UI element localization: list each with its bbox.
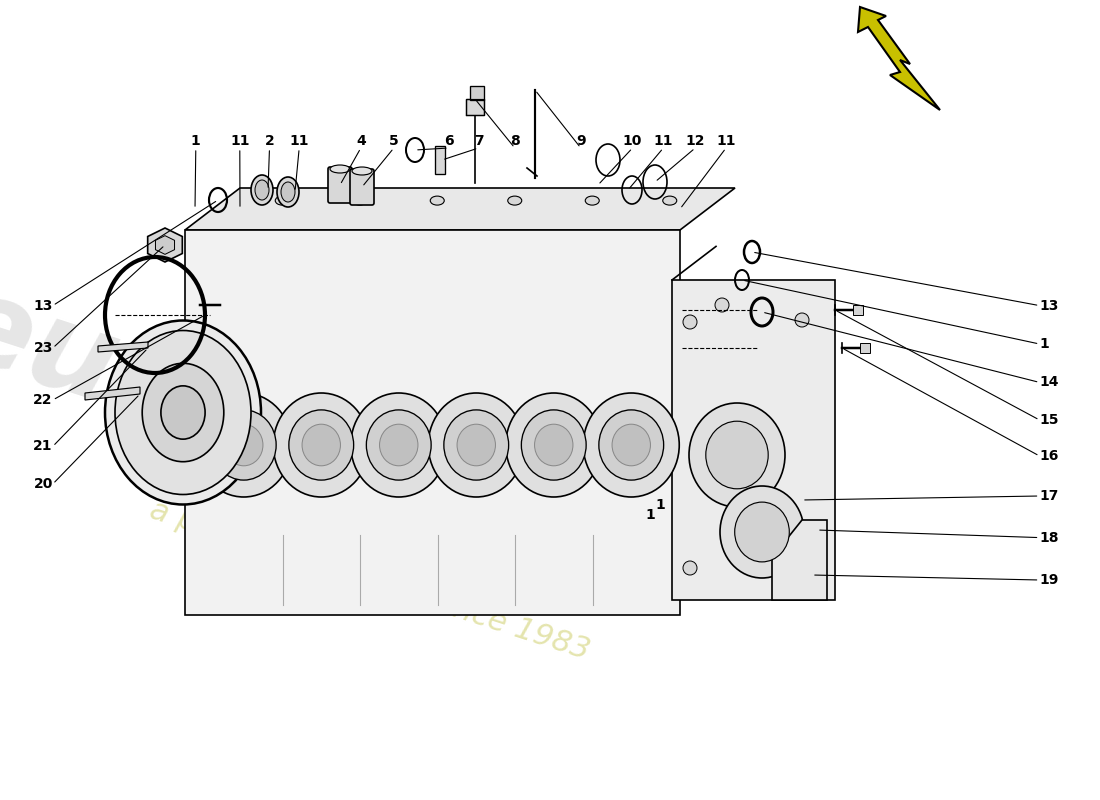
Ellipse shape [104, 321, 261, 505]
Text: 13: 13 [1040, 298, 1059, 313]
Ellipse shape [224, 424, 263, 466]
Polygon shape [858, 7, 940, 110]
Text: 6: 6 [444, 134, 453, 148]
Text: 22: 22 [33, 393, 53, 407]
Bar [852, 305, 864, 315]
Ellipse shape [428, 393, 525, 497]
Ellipse shape [116, 330, 251, 494]
Ellipse shape [161, 386, 205, 439]
Ellipse shape [251, 175, 273, 205]
Ellipse shape [255, 180, 270, 200]
Ellipse shape [583, 393, 680, 497]
Ellipse shape [330, 165, 350, 173]
Text: 21: 21 [33, 439, 53, 454]
Ellipse shape [196, 393, 292, 497]
Text: 1: 1 [656, 498, 664, 512]
Ellipse shape [598, 410, 663, 480]
FancyBboxPatch shape [350, 169, 374, 205]
Polygon shape [85, 387, 140, 400]
Text: 10: 10 [623, 134, 642, 148]
Ellipse shape [458, 424, 495, 466]
Ellipse shape [379, 424, 418, 466]
Text: 12: 12 [685, 134, 705, 148]
Ellipse shape [689, 403, 785, 507]
Circle shape [683, 315, 697, 329]
Text: 11: 11 [289, 134, 309, 148]
Text: a passion for parts since 1983: a passion for parts since 1983 [146, 495, 594, 665]
Ellipse shape [662, 196, 676, 205]
Text: 8: 8 [510, 134, 519, 148]
Text: 14: 14 [1040, 375, 1059, 390]
Ellipse shape [275, 196, 289, 205]
Ellipse shape [351, 393, 447, 497]
Text: 4: 4 [356, 134, 365, 148]
Ellipse shape [521, 410, 586, 480]
Text: eurospares: eurospares [0, 265, 705, 615]
Ellipse shape [720, 486, 804, 578]
Ellipse shape [585, 196, 600, 205]
Text: 17: 17 [1040, 489, 1059, 503]
Text: 11: 11 [230, 134, 250, 148]
Bar [470, 86, 484, 100]
Text: 16: 16 [1040, 449, 1059, 463]
Ellipse shape [535, 424, 573, 466]
Ellipse shape [211, 410, 276, 480]
Text: 7: 7 [474, 134, 483, 148]
Text: 18: 18 [1040, 530, 1059, 545]
Text: 15: 15 [1040, 413, 1059, 427]
Bar [672, 280, 835, 600]
Ellipse shape [142, 363, 223, 462]
Ellipse shape [277, 177, 299, 207]
Ellipse shape [735, 502, 790, 562]
Circle shape [683, 561, 697, 575]
Ellipse shape [352, 167, 372, 175]
Polygon shape [772, 520, 827, 600]
Ellipse shape [273, 393, 370, 497]
Bar [466, 99, 484, 115]
Text: 1: 1 [191, 134, 200, 148]
Ellipse shape [506, 393, 602, 497]
Circle shape [795, 313, 808, 327]
Text: 13: 13 [33, 298, 53, 313]
Ellipse shape [430, 196, 444, 205]
Text: 11: 11 [653, 134, 673, 148]
Polygon shape [155, 236, 175, 254]
Ellipse shape [444, 410, 508, 480]
Ellipse shape [366, 410, 431, 480]
Ellipse shape [289, 410, 353, 480]
Bar [434, 146, 446, 174]
Ellipse shape [706, 421, 768, 489]
Text: 19: 19 [1040, 573, 1059, 587]
Text: 11: 11 [716, 134, 736, 148]
Ellipse shape [508, 196, 521, 205]
Polygon shape [185, 188, 735, 230]
FancyBboxPatch shape [328, 167, 352, 203]
Text: 20: 20 [33, 477, 53, 491]
Bar [185, 230, 680, 615]
Ellipse shape [280, 182, 295, 202]
Ellipse shape [612, 424, 650, 466]
Polygon shape [98, 342, 148, 352]
Circle shape [776, 568, 789, 582]
Bar [860, 343, 870, 353]
Text: 23: 23 [33, 341, 53, 355]
Text: 1: 1 [645, 508, 654, 522]
Text: 1: 1 [1040, 337, 1049, 351]
Text: 5: 5 [389, 134, 398, 148]
Circle shape [715, 298, 729, 312]
Ellipse shape [302, 424, 341, 466]
Polygon shape [147, 228, 183, 262]
Ellipse shape [353, 196, 366, 205]
Text: 9: 9 [576, 134, 585, 148]
Text: 2: 2 [265, 134, 274, 148]
